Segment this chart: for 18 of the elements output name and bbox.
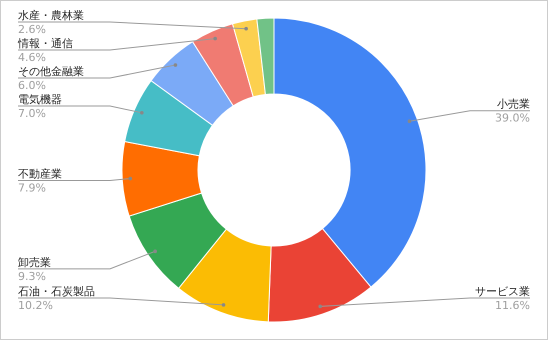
slice-label: その他金融業 bbox=[18, 65, 84, 78]
slice-label: 卸売業 bbox=[18, 256, 51, 269]
slice-label: サービス業 bbox=[475, 285, 530, 298]
data-label: 11.6% bbox=[495, 299, 530, 312]
data-label: 7.0% bbox=[18, 107, 46, 120]
data-label: 6.0% bbox=[18, 79, 46, 92]
slice-label: 電気機器 bbox=[18, 93, 62, 106]
slice-label: 石油・石炭製品 bbox=[18, 285, 95, 298]
slice-label: 水産・農林業 bbox=[18, 9, 84, 22]
data-label: 10.2% bbox=[18, 299, 53, 312]
slice-label: 不動産業 bbox=[18, 167, 62, 180]
data-label: 9.3% bbox=[18, 270, 46, 283]
data-label: 39.0% bbox=[495, 112, 530, 125]
data-label: 2.6% bbox=[18, 23, 46, 36]
slice-label: 小売業 bbox=[497, 98, 530, 111]
slice-label: 情報・通信 bbox=[17, 37, 73, 50]
data-label: 7.9% bbox=[18, 181, 46, 194]
data-label: 4.6% bbox=[18, 51, 46, 64]
